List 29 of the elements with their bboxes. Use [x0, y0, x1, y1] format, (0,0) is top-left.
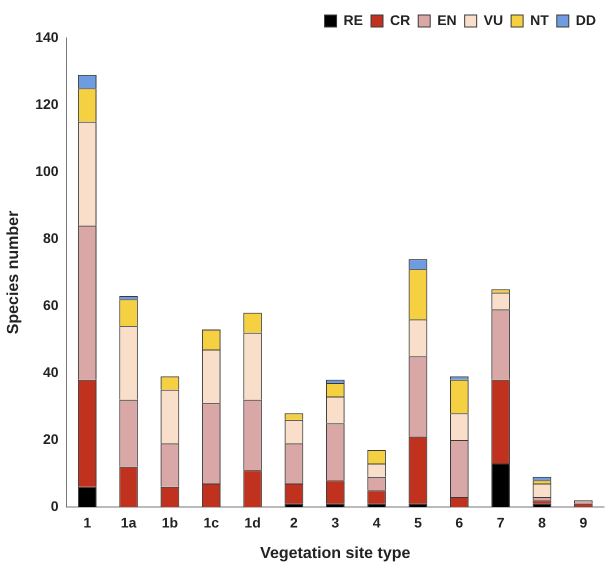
x-tick-label: 2 [290, 514, 298, 530]
y-tick-label: 60 [42, 296, 59, 313]
x-tick-label: 8 [538, 514, 546, 530]
x-tick-label: 1d [244, 514, 261, 530]
y-axis-title: Species number [5, 210, 22, 334]
y-tick-label: 40 [42, 364, 59, 380]
y-tick-label: 100 [35, 162, 59, 179]
y-tick-label: 80 [42, 230, 59, 246]
x-tick-label: 1c [203, 514, 220, 530]
x-tick-label: 5 [414, 514, 422, 530]
x-tick-label: 9 [579, 514, 588, 530]
x-tick-label: 1b [162, 514, 178, 530]
x-tick-label: 1a [120, 514, 137, 530]
y-tick-label: 140 [35, 28, 59, 45]
x-tick-label: 3 [331, 514, 340, 530]
legend-label: VU [484, 12, 504, 28]
y-tick-label: 120 [35, 96, 59, 112]
legend-label: DD [576, 12, 596, 28]
y-tick-label: 20 [42, 430, 59, 447]
x-tick-label: 6 [455, 514, 464, 530]
y-tick-label: 0 [50, 498, 59, 514]
x-tick-label: 4 [372, 514, 381, 530]
legend-label: CR [390, 12, 410, 28]
x-tick-label: 7 [496, 514, 505, 530]
legend-label: RE [344, 12, 364, 28]
x-axis-title: Vegetation site type [260, 544, 411, 562]
x-tick-label: 1 [83, 514, 92, 530]
legend-label: EN [437, 12, 457, 28]
legend-label: NT [530, 12, 550, 28]
